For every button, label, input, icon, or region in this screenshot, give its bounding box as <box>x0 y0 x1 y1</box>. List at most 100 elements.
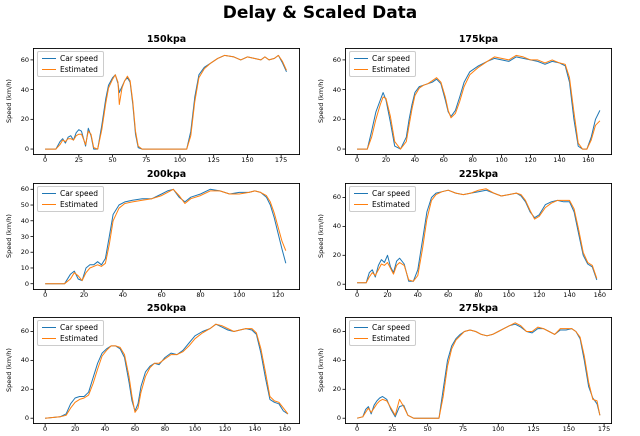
y-tick-label: 60 <box>332 327 341 336</box>
legend-label: Car speed <box>60 54 98 63</box>
y-tick-label: 60 <box>332 193 341 202</box>
x-tick-label: 0 <box>43 425 48 433</box>
car-speed-line-swatch <box>354 58 368 59</box>
y-tick-label: 40 <box>332 222 341 231</box>
x-tick-label: 60 <box>157 291 166 299</box>
axes-spines <box>344 47 613 155</box>
estimated-line <box>356 322 601 419</box>
legend-item-car-speed: Car speed <box>42 323 98 332</box>
legend-label: Car speed <box>372 323 410 332</box>
y-axis-label: Speed (km/h) <box>4 348 13 393</box>
figure-title: Delay & Scaled Data <box>222 3 418 23</box>
x-tick-label: 25 <box>74 156 83 164</box>
x-tick-label: 160 <box>593 291 607 299</box>
legend-item-car-speed: Car speed <box>354 189 410 198</box>
axes-spines <box>344 182 613 290</box>
y-tick-label: 20 <box>332 251 341 260</box>
y-tick-label: 20 <box>20 247 29 256</box>
x-tick-label: 50 <box>108 156 117 164</box>
y-tick-label: 40 <box>332 356 341 365</box>
x-tick-label: 140 <box>563 291 576 299</box>
axes-spines <box>32 182 301 290</box>
estimated-line <box>45 54 287 150</box>
legend-label: Estimated <box>60 334 98 343</box>
car-speed-line-swatch <box>42 327 56 328</box>
x-tick-label: 120 <box>218 425 232 433</box>
y-tick-label: 60 <box>20 55 29 64</box>
legend-label: Car speed <box>60 189 98 198</box>
x-tick-label: 0 <box>43 156 48 164</box>
x-tick-label: 100 <box>492 425 505 433</box>
subplot-200kpa: 200kpa Speed (km/h) Car speed Estimated … <box>5 170 301 298</box>
legend-label: Estimated <box>60 200 98 209</box>
x-tick-label: 150 <box>562 425 576 433</box>
y-tick-label: 60 <box>332 55 341 64</box>
x-tick-label: 25 <box>388 425 397 433</box>
subplot-title: 200kpa <box>146 169 187 180</box>
legend: Car speed Estimated <box>37 51 104 77</box>
car-speed-line <box>357 56 601 150</box>
x-tick-label: 125 <box>207 156 220 164</box>
y-axis-label: Speed (km/h) <box>316 79 325 124</box>
subplot-275kpa: 275kpa Speed (km/h) Car speed Estimated … <box>317 304 613 432</box>
x-tick-label: 75 <box>142 156 151 164</box>
x-tick-label: 150 <box>241 156 254 164</box>
y-tick-label: 0 <box>336 144 341 153</box>
x-tick-label: 125 <box>527 425 540 433</box>
subplot-150kpa: 150kpa Speed (km/h) Car speed Estimated … <box>5 35 301 163</box>
y-tick-label: 10 <box>20 263 29 272</box>
x-tick-label: 0 <box>355 291 360 299</box>
axes-spines <box>344 316 613 424</box>
legend-label: Car speed <box>372 189 410 198</box>
legend-label: Car speed <box>60 323 98 332</box>
x-tick-label: 100 <box>173 156 187 164</box>
y-tick-label: 0 <box>24 279 29 288</box>
y-tick-label: 0 <box>336 413 341 422</box>
y-tick-label: 0 <box>24 144 29 153</box>
x-tick-label: 100 <box>188 425 202 433</box>
y-tick-label: 60 <box>20 327 29 336</box>
estimated-line-swatch <box>354 204 368 205</box>
subplot-title: 175kpa <box>458 34 499 45</box>
legend-item-car-speed: Car speed <box>354 54 410 63</box>
x-tick-label: 120 <box>271 291 285 299</box>
x-tick-label: 60 <box>439 156 448 164</box>
car-speed-line-swatch <box>354 193 368 194</box>
subplot-250kpa: 250kpa Speed (km/h) Car speed Estimated … <box>5 304 301 432</box>
car-speed-line-swatch <box>354 327 368 328</box>
x-tick-label: 100 <box>495 156 508 164</box>
plot-area <box>342 182 613 293</box>
estimated-line <box>45 323 289 419</box>
subplot-225kpa: 225kpa Speed (km/h) Car speed Estimated … <box>317 170 613 298</box>
x-tick-label: 120 <box>524 156 537 164</box>
x-tick-label: 20 <box>381 156 391 164</box>
axes-spines <box>32 316 301 424</box>
y-axis-label: Speed (km/h) <box>316 348 325 393</box>
plot-area <box>342 47 613 158</box>
plot-area <box>30 316 301 427</box>
estimated-line <box>45 188 287 285</box>
y-axis-label: Speed (km/h) <box>4 214 13 259</box>
subplot-title: 150kpa <box>146 34 187 45</box>
x-tick-label: 0 <box>43 291 48 299</box>
x-tick-label: 120 <box>532 291 546 299</box>
legend-item-estimated: Estimated <box>42 200 98 209</box>
estimated-line <box>357 54 601 150</box>
y-tick-label: 30 <box>20 232 29 241</box>
legend-label: Estimated <box>372 334 410 343</box>
x-tick-label: 50 <box>423 425 432 433</box>
legend: Car speed Estimated <box>37 186 104 212</box>
estimated-line-swatch <box>354 69 368 70</box>
y-axis-label: Speed (km/h) <box>4 79 13 124</box>
y-tick-label: 40 <box>20 356 29 365</box>
x-tick-label: 160 <box>278 425 292 433</box>
subplot-title: 250kpa <box>146 303 187 314</box>
legend: Car speed Estimated <box>37 320 104 346</box>
x-tick-label: 140 <box>553 156 566 164</box>
estimated-line <box>357 188 598 284</box>
y-tick-label: 20 <box>20 115 29 124</box>
legend-item-car-speed: Car speed <box>42 189 98 198</box>
y-tick-label: 60 <box>20 185 29 194</box>
y-tick-label: 20 <box>332 115 341 124</box>
